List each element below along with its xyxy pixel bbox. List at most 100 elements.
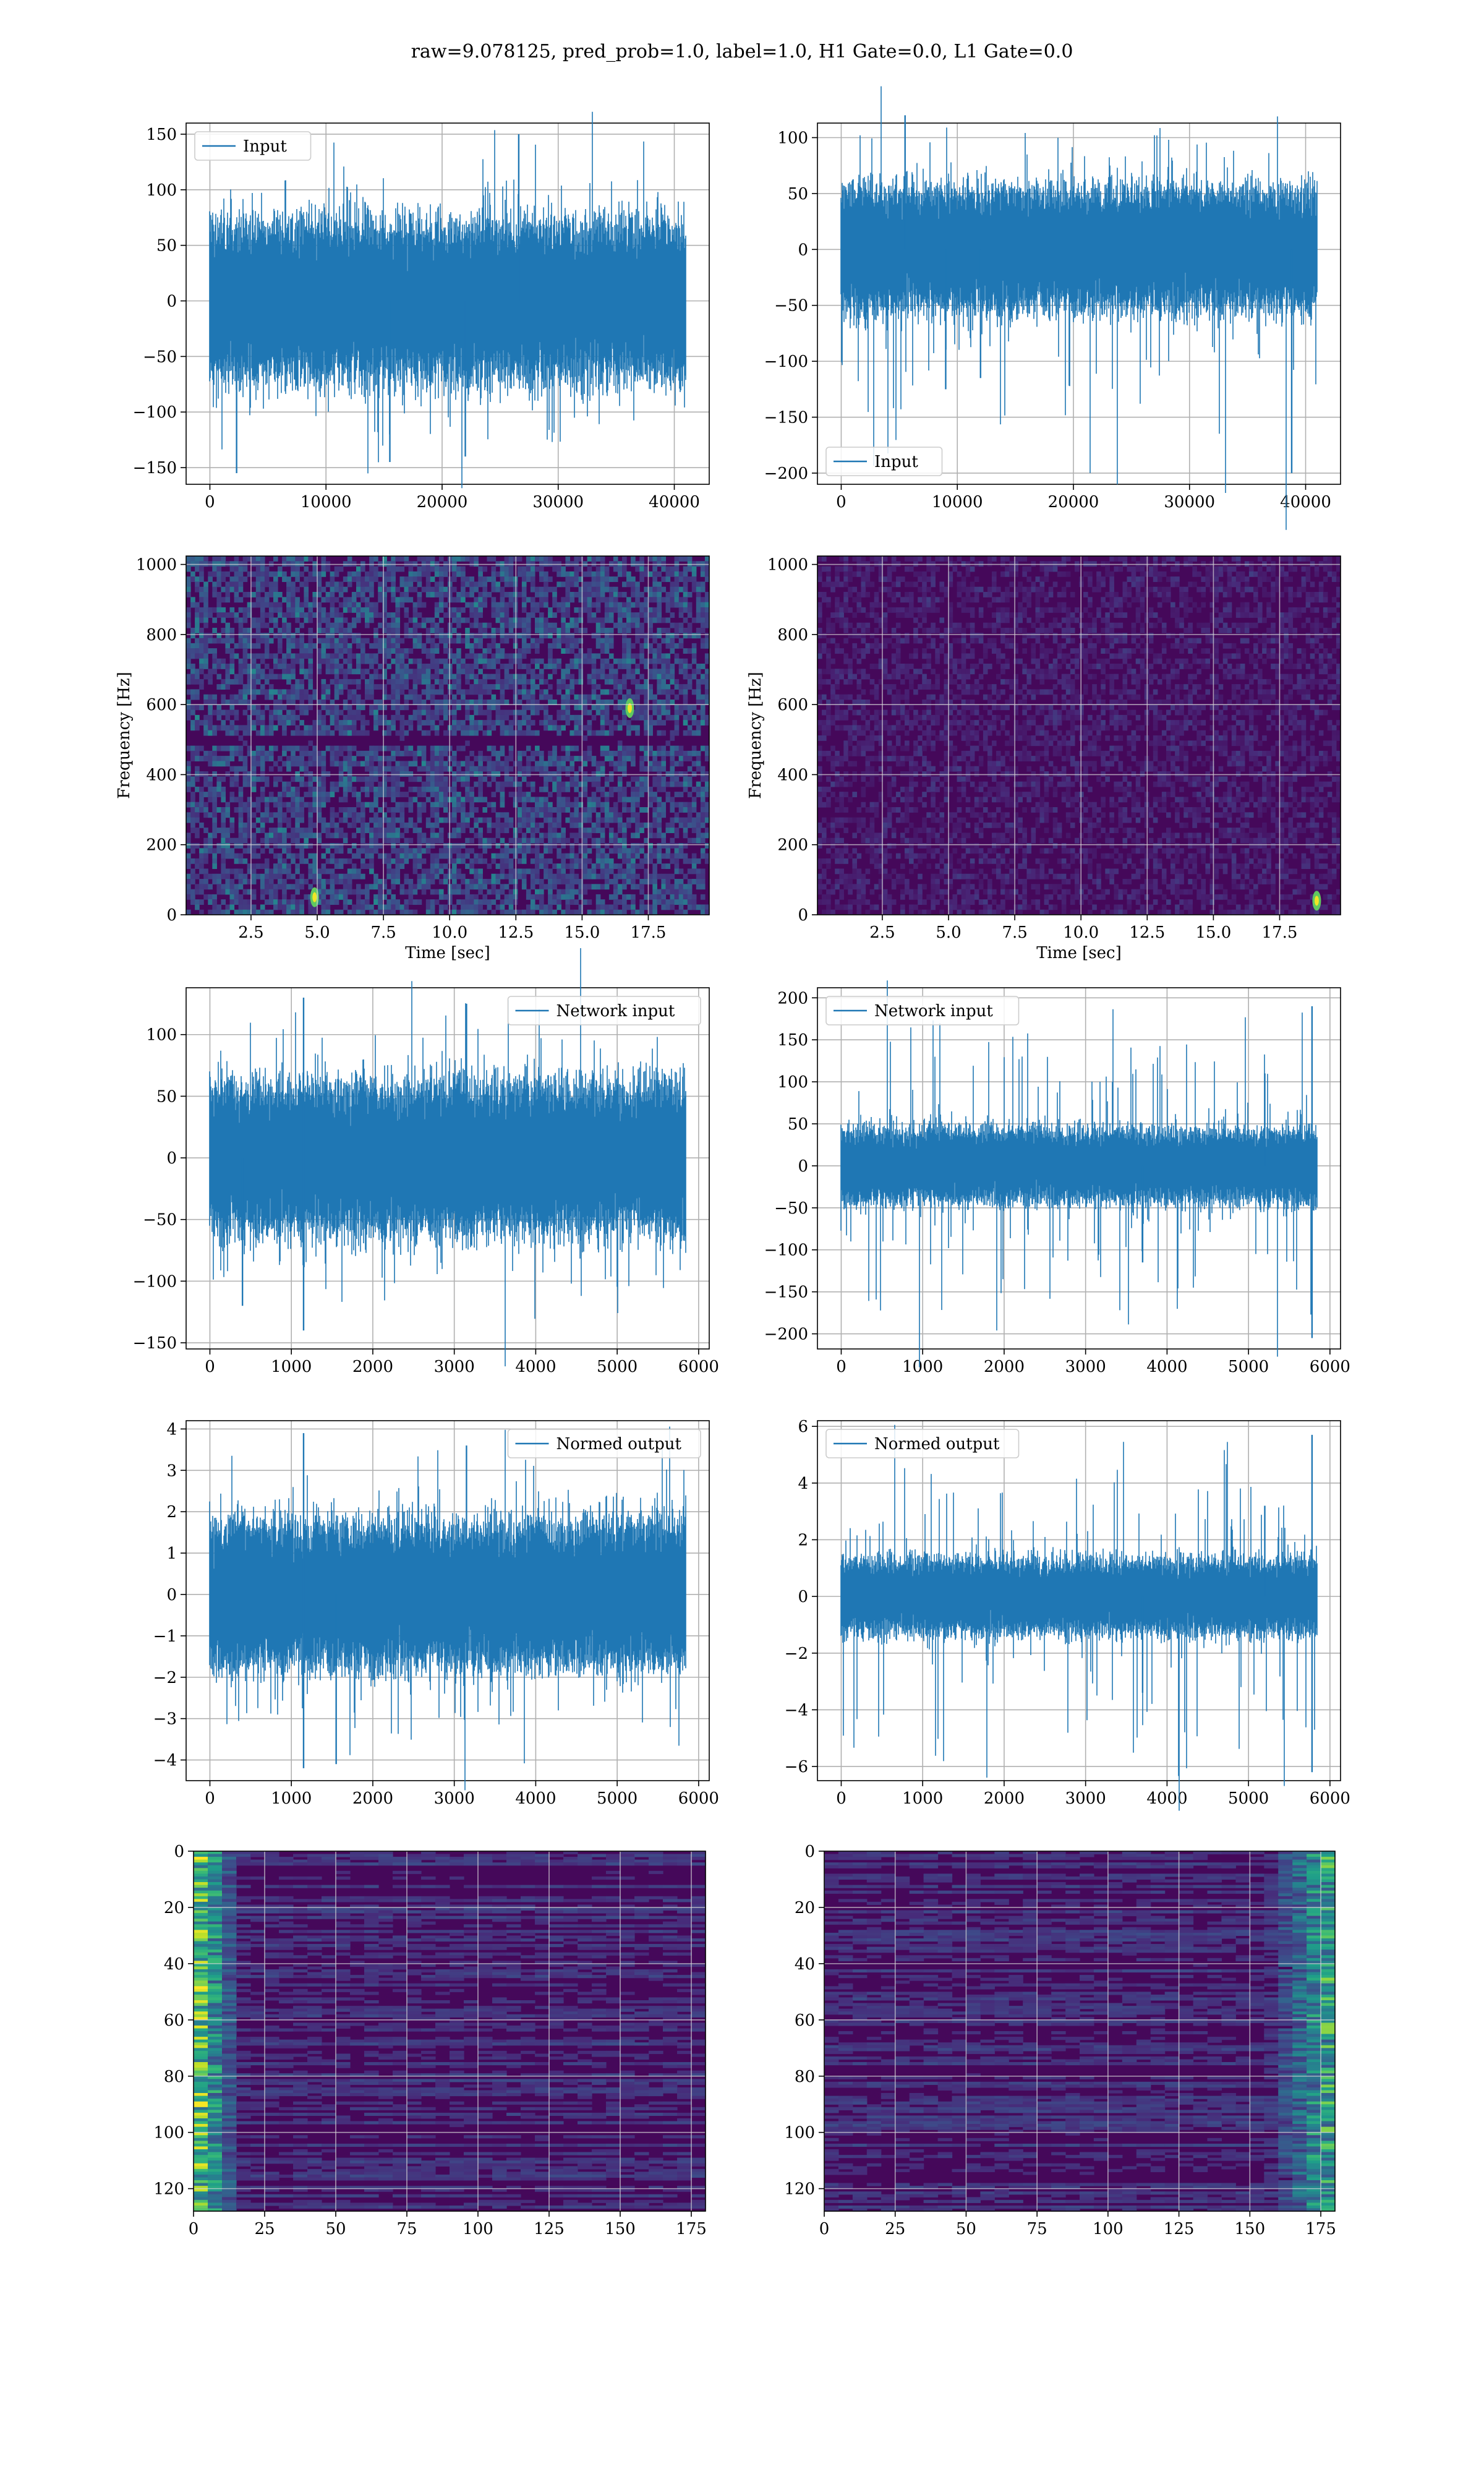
heatmap-cell xyxy=(312,833,318,839)
heatmap-cell xyxy=(242,807,248,813)
y-tick-label: 0 xyxy=(166,293,177,311)
heatmap-cell xyxy=(495,904,501,910)
heatmap-cell xyxy=(304,586,309,593)
heatmap-cell xyxy=(582,868,588,875)
heatmap-cell xyxy=(190,843,195,849)
heatmap-cell xyxy=(587,909,592,915)
heatmap-cell xyxy=(508,602,514,608)
heatmap-cell xyxy=(535,566,540,572)
heatmap-cell xyxy=(260,602,265,608)
heatmap-cell xyxy=(491,607,497,613)
heatmap-cell xyxy=(203,853,208,859)
heatmap-cell xyxy=(360,586,365,593)
heatmap-cell xyxy=(282,612,287,618)
heatmap-cell xyxy=(225,648,231,654)
heatmap-cell xyxy=(255,633,261,639)
heatmap-cell xyxy=(299,720,304,726)
heatmap-cell xyxy=(334,781,339,787)
heatmap-cell xyxy=(347,771,352,777)
heatmap-cell xyxy=(443,781,448,787)
heatmap-cell xyxy=(591,761,597,767)
heatmap-cell xyxy=(268,653,274,659)
heatmap-cell xyxy=(247,833,252,839)
heatmap-cell xyxy=(530,899,535,905)
heatmap-cell xyxy=(652,704,657,711)
heatmap-cell xyxy=(582,837,588,844)
heatmap-cell xyxy=(373,828,378,833)
heatmap-cell xyxy=(264,602,270,608)
heatmap-cell xyxy=(378,909,383,915)
heatmap-cell xyxy=(255,761,261,767)
heatmap-cell xyxy=(613,586,618,593)
heatmap-cell xyxy=(456,822,461,828)
heatmap-cell xyxy=(578,833,584,839)
heatmap-cell xyxy=(578,894,584,900)
heatmap-cell xyxy=(382,571,387,577)
heatmap-cell xyxy=(386,643,391,649)
heatmap-cell xyxy=(595,884,601,890)
heatmap-cell xyxy=(238,786,244,792)
heatmap-cell xyxy=(644,858,649,864)
heatmap-cell xyxy=(535,797,540,803)
heatmap-cell xyxy=(186,674,191,680)
heatmap-cell xyxy=(417,843,422,849)
heatmap-cell xyxy=(508,889,514,895)
heatmap-cell xyxy=(360,612,365,618)
heatmap-cell xyxy=(203,556,208,562)
heatmap-cell xyxy=(330,586,335,593)
heatmap-cell xyxy=(299,602,304,608)
heatmap-cell xyxy=(404,678,409,685)
heatmap-cell xyxy=(295,704,300,711)
heatmap-cell xyxy=(622,714,627,721)
heatmap-cell xyxy=(508,894,514,900)
heatmap-cell xyxy=(644,709,649,716)
heatmap-cell xyxy=(591,602,597,608)
heatmap-cell xyxy=(544,833,548,839)
heatmap-cell xyxy=(373,633,378,639)
heatmap-cell xyxy=(535,622,540,628)
heatmap-cell xyxy=(552,837,557,844)
heatmap-cell xyxy=(578,700,584,705)
heatmap-cell xyxy=(251,848,257,854)
heatmap-cell xyxy=(635,622,640,628)
heatmap-cell xyxy=(190,678,195,685)
heatmap-cell xyxy=(535,602,540,608)
heatmap-cell xyxy=(404,822,409,828)
heatmap-cell xyxy=(508,792,514,797)
heatmap-cell xyxy=(404,607,409,613)
heatmap-cell xyxy=(330,628,335,633)
heatmap-cell xyxy=(356,658,361,664)
heatmap-cell xyxy=(491,792,497,797)
heatmap-cell xyxy=(430,653,435,659)
heatmap-cell xyxy=(321,879,326,884)
heatmap-cell xyxy=(574,863,579,869)
heatmap-cell xyxy=(556,776,561,782)
heatmap-cell xyxy=(430,709,435,716)
heatmap-cell xyxy=(382,837,387,844)
heatmap-cell xyxy=(404,837,409,844)
heatmap-cell xyxy=(565,771,571,777)
heatmap-cell xyxy=(365,678,370,685)
heatmap-cell xyxy=(574,802,579,808)
heatmap-cell xyxy=(291,592,296,597)
heatmap-cell xyxy=(539,802,544,808)
heatmap-cell xyxy=(626,669,631,675)
heatmap-cell xyxy=(356,797,361,803)
heatmap-cell xyxy=(530,817,535,823)
heatmap-cell xyxy=(474,720,479,726)
heatmap-cell xyxy=(600,576,605,582)
heatmap-cell xyxy=(574,807,579,813)
heatmap-cell xyxy=(438,868,444,875)
heatmap-cell xyxy=(291,700,296,705)
heatmap-cell xyxy=(260,658,265,664)
heatmap-cell xyxy=(195,766,200,772)
heatmap-cell xyxy=(657,889,662,895)
heatmap-cell xyxy=(356,612,361,618)
heatmap-cell xyxy=(661,617,667,623)
heatmap-cell xyxy=(347,786,352,792)
heatmap-cell xyxy=(648,822,653,828)
heatmap-cell xyxy=(278,700,283,705)
heatmap-cell xyxy=(238,638,244,644)
heatmap-cell xyxy=(404,581,409,588)
heatmap-cell xyxy=(569,833,575,839)
